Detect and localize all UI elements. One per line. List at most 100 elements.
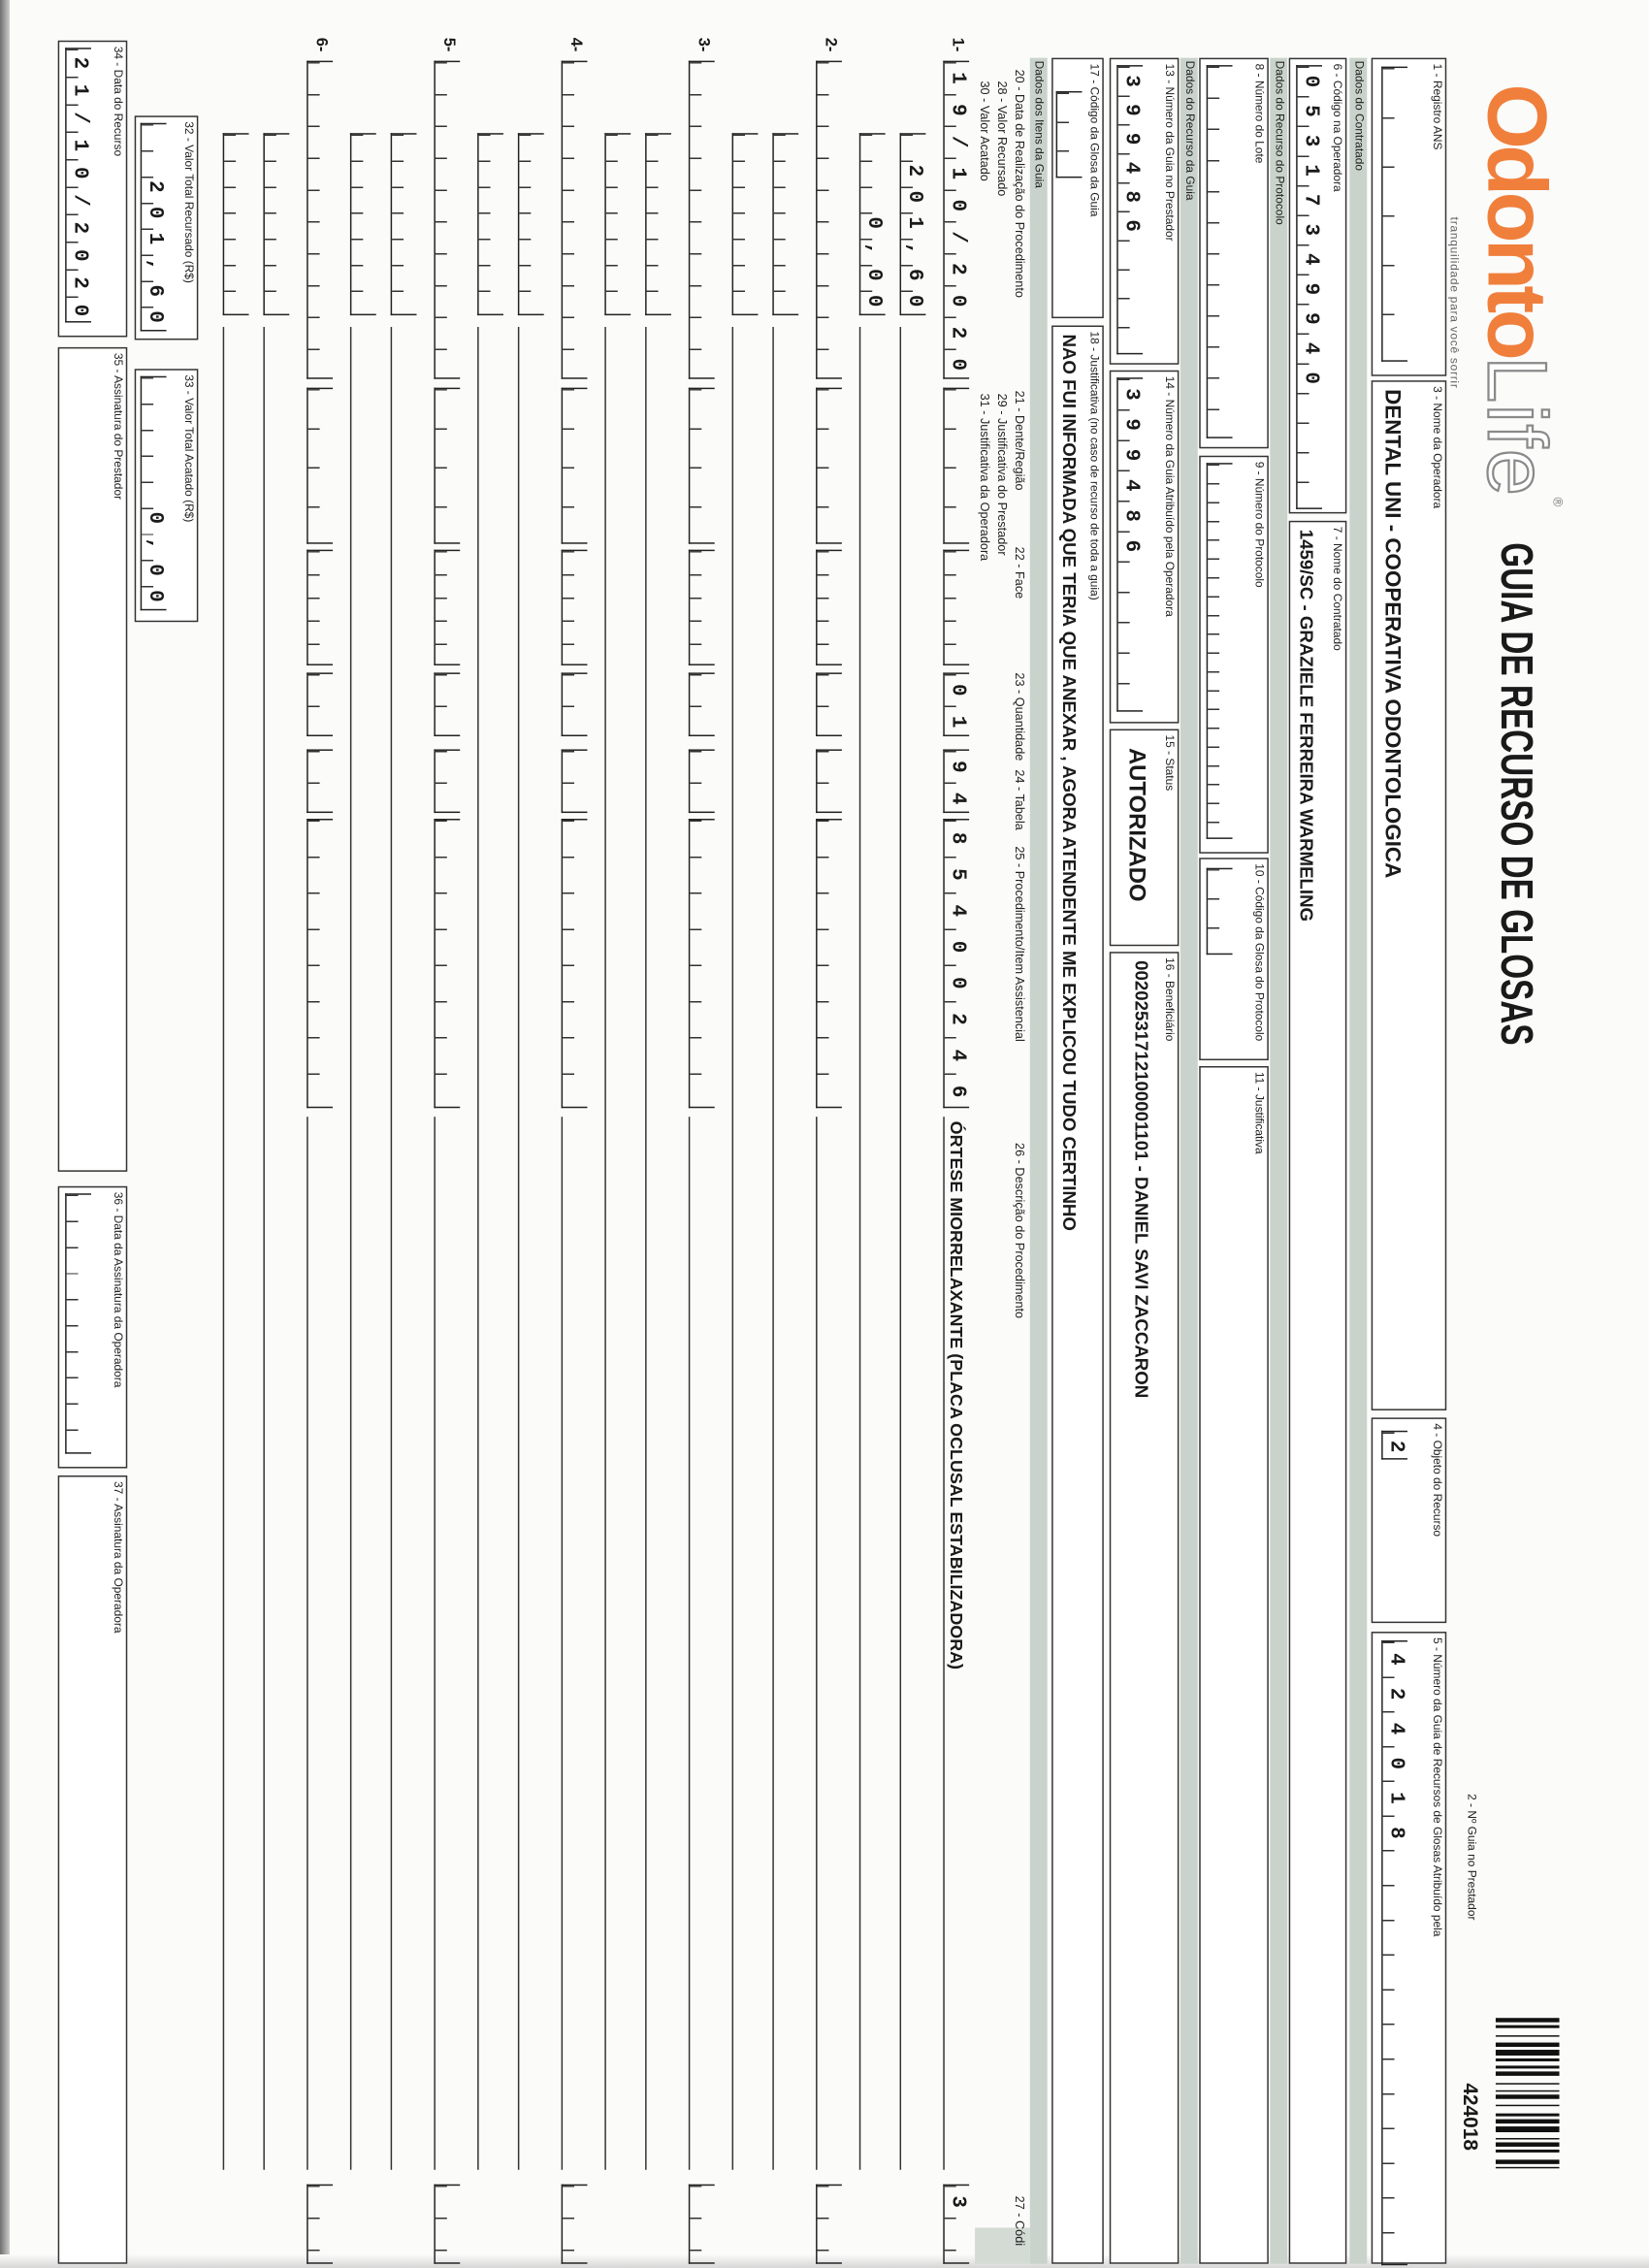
- item-valor-recursado[interactable]: [645, 133, 671, 316]
- item-descricao-line[interactable]: [943, 1117, 945, 2170]
- item-descricao-line[interactable]: [816, 1117, 818, 2170]
- registro-ans-comb[interactable]: [1381, 66, 1407, 362]
- item-codigo[interactable]: [688, 2184, 715, 2264]
- field-numero-guia-recurso[interactable]: 5 - Número da Guia de Recursos de Glosas…: [1371, 1632, 1447, 2266]
- item-face[interactable]: [434, 549, 461, 665]
- field-codigo-glosa-guia[interactable]: 17 - Código da Glosa da Guia: [1051, 57, 1104, 319]
- field-valor-total-recursado[interactable]: 32 - Valor Total Recursado (R$) 201,60: [134, 115, 199, 340]
- field-codigo-operadora[interactable]: 6 - Código na Operadora 05317349940: [1288, 57, 1347, 514]
- item-justificativa-prestador-line[interactable]: [390, 327, 393, 2170]
- item-justificativa-prestador-line[interactable]: [772, 327, 774, 2170]
- numero-guia-operadora-comb[interactable]: 399486: [1116, 377, 1144, 712]
- item-descricao-line[interactable]: [561, 1117, 564, 2170]
- item-justificativa-operadora-line[interactable]: [731, 327, 734, 2170]
- codigo-operadora-comb[interactable]: 05317349940: [1296, 65, 1322, 509]
- field-codigo-glosa-protocolo[interactable]: 10 - Código da Glosa do Protocolo: [1199, 858, 1269, 1061]
- numero-protocolo-comb[interactable]: [1206, 463, 1233, 839]
- item-dente-regiao[interactable]: [943, 387, 970, 544]
- item-procedimento[interactable]: 85400246: [943, 819, 970, 1121]
- item-valor-recursado[interactable]: [517, 133, 544, 316]
- field-status[interactable]: 15 - Status AUTORIZADO: [1109, 729, 1180, 947]
- item-valor-acatado[interactable]: [604, 133, 631, 316]
- item-quantidade[interactable]: [688, 672, 715, 737]
- item-tabela[interactable]: [307, 749, 334, 814]
- item-justificativa-operadora-line[interactable]: [604, 327, 606, 2170]
- codigo-glosa-guia-comb[interactable]: [1055, 90, 1083, 178]
- field-numero-protocolo[interactable]: 9 - Número do Protocolo: [1199, 455, 1269, 854]
- item-tabela[interactable]: [688, 749, 715, 814]
- field-numero-lote[interactable]: 8 - Número do Lote: [1199, 57, 1269, 449]
- item-procedimento[interactable]: [307, 819, 334, 1109]
- item-dente-regiao[interactable]: [688, 387, 715, 544]
- item-tabela[interactable]: [561, 749, 588, 814]
- item-valor-recursado[interactable]: [772, 133, 799, 316]
- item-valor-recursado[interactable]: [390, 133, 417, 316]
- item-quantidade[interactable]: [307, 672, 334, 737]
- item-valor-acatado[interactable]: [731, 133, 759, 316]
- item-data-realizacao[interactable]: [434, 60, 461, 379]
- item-codigo[interactable]: [307, 2184, 334, 2264]
- item-dente-regiao[interactable]: [434, 387, 461, 544]
- field-nome-operadora[interactable]: 3 - Nome da Operadora DENTAL UNI - COOPE…: [1371, 380, 1447, 1410]
- field-numero-guia-operadora[interactable]: 14 - Número da Guia Atribuído pela Opera…: [1109, 370, 1180, 724]
- item-codigo[interactable]: 3: [943, 2184, 970, 2264]
- field-assinatura-operadora[interactable]: 37 - Assinatura da Operadora: [57, 1475, 128, 2264]
- field-registro-ans[interactable]: 1 - Registro ANS: [1371, 57, 1447, 376]
- valor-total-recursado-comb[interactable]: 201,60: [140, 122, 167, 337]
- item-codigo[interactable]: [434, 2184, 461, 2264]
- item-valor-recursado[interactable]: 201,60: [899, 133, 926, 321]
- item-valor-acatado[interactable]: 0,00: [858, 133, 886, 321]
- item-justificativa-operadora-line[interactable]: [477, 327, 479, 2170]
- item-data-realizacao[interactable]: 19/10/2020: [943, 60, 970, 390]
- item-tabela[interactable]: 94: [943, 749, 970, 825]
- item-face[interactable]: [688, 549, 715, 665]
- objeto-recurso-comb[interactable]: 2: [1381, 1430, 1407, 1470]
- field-nome-contratado[interactable]: 7 - Nome do Contratado 1459/SC - GRAZIEL…: [1288, 520, 1347, 2264]
- item-valor-recursado[interactable]: [263, 133, 290, 316]
- item-justificativa-prestador-line[interactable]: [645, 327, 647, 2170]
- item-quantidade[interactable]: [434, 672, 461, 737]
- item-face[interactable]: [816, 549, 842, 665]
- item-procedimento[interactable]: [561, 819, 588, 1109]
- item-descricao-line[interactable]: [688, 1117, 691, 2170]
- item-data-realizacao[interactable]: [307, 60, 334, 379]
- item-valor-acatado[interactable]: [222, 133, 249, 316]
- item-quantidade[interactable]: [816, 672, 842, 737]
- field-justificativa[interactable]: 11 - Justificativa: [1199, 1066, 1269, 2264]
- item-justificativa-operadora-line[interactable]: [222, 327, 225, 2170]
- item-tabela[interactable]: [434, 749, 461, 814]
- item-face[interactable]: [307, 549, 334, 665]
- item-dente-regiao[interactable]: [816, 387, 842, 544]
- field-justificativa-guia[interactable]: 18 - Justificativa (no caso de recurso d…: [1051, 325, 1104, 2264]
- item-descricao-line[interactable]: [434, 1117, 436, 2170]
- item-codigo[interactable]: [816, 2184, 842, 2264]
- item-justificativa-prestador-line[interactable]: [899, 327, 902, 2170]
- item-valor-acatado[interactable]: [349, 133, 376, 316]
- codigo-glosa-protocolo-comb[interactable]: [1206, 867, 1233, 956]
- numero-guia-recurso-comb[interactable]: 424018: [1381, 1640, 1407, 2266]
- item-data-realizacao[interactable]: [688, 60, 715, 379]
- numero-guia-prestador-comb[interactable]: 399486: [1116, 65, 1144, 355]
- item-data-realizacao[interactable]: [816, 60, 842, 379]
- data-assinatura-operadora-comb[interactable]: [65, 1193, 91, 1454]
- field-data-recurso[interactable]: 34 - Data do Recurso 21/10/2020: [57, 40, 128, 338]
- item-data-realizacao[interactable]: [561, 60, 588, 379]
- item-procedimento[interactable]: [816, 819, 842, 1109]
- numero-lote-comb[interactable]: [1206, 65, 1233, 438]
- item-quantidade[interactable]: [561, 672, 588, 737]
- item-procedimento[interactable]: [434, 819, 461, 1109]
- field-beneficiario[interactable]: 16 - Beneficiário 00202531712100001101 -…: [1109, 952, 1180, 2264]
- item-face[interactable]: [943, 549, 970, 665]
- item-dente-regiao[interactable]: [307, 387, 334, 544]
- field-objeto-recurso[interactable]: 4 - Objeto do Recurso 2: [1371, 1417, 1447, 1624]
- field-data-assinatura-operadora[interactable]: 36 - Data da Assinatura da Operadora: [57, 1185, 128, 1469]
- item-face[interactable]: [561, 549, 588, 665]
- item-codigo[interactable]: [561, 2184, 588, 2264]
- field-valor-total-acatado[interactable]: 33 - Valor Total Acatado (R$) 0,00: [134, 369, 199, 623]
- item-valor-acatado[interactable]: [477, 133, 503, 316]
- valor-total-acatado-comb[interactable]: 0,00: [140, 375, 167, 616]
- field-numero-guia-prestador[interactable]: 13 - Número da Guia no Prestador 399486: [1109, 57, 1180, 365]
- data-recurso-comb[interactable]: 21/10/2020: [65, 48, 91, 332]
- item-justificativa-operadora-line[interactable]: [349, 327, 352, 2170]
- item-tabela[interactable]: [816, 749, 842, 814]
